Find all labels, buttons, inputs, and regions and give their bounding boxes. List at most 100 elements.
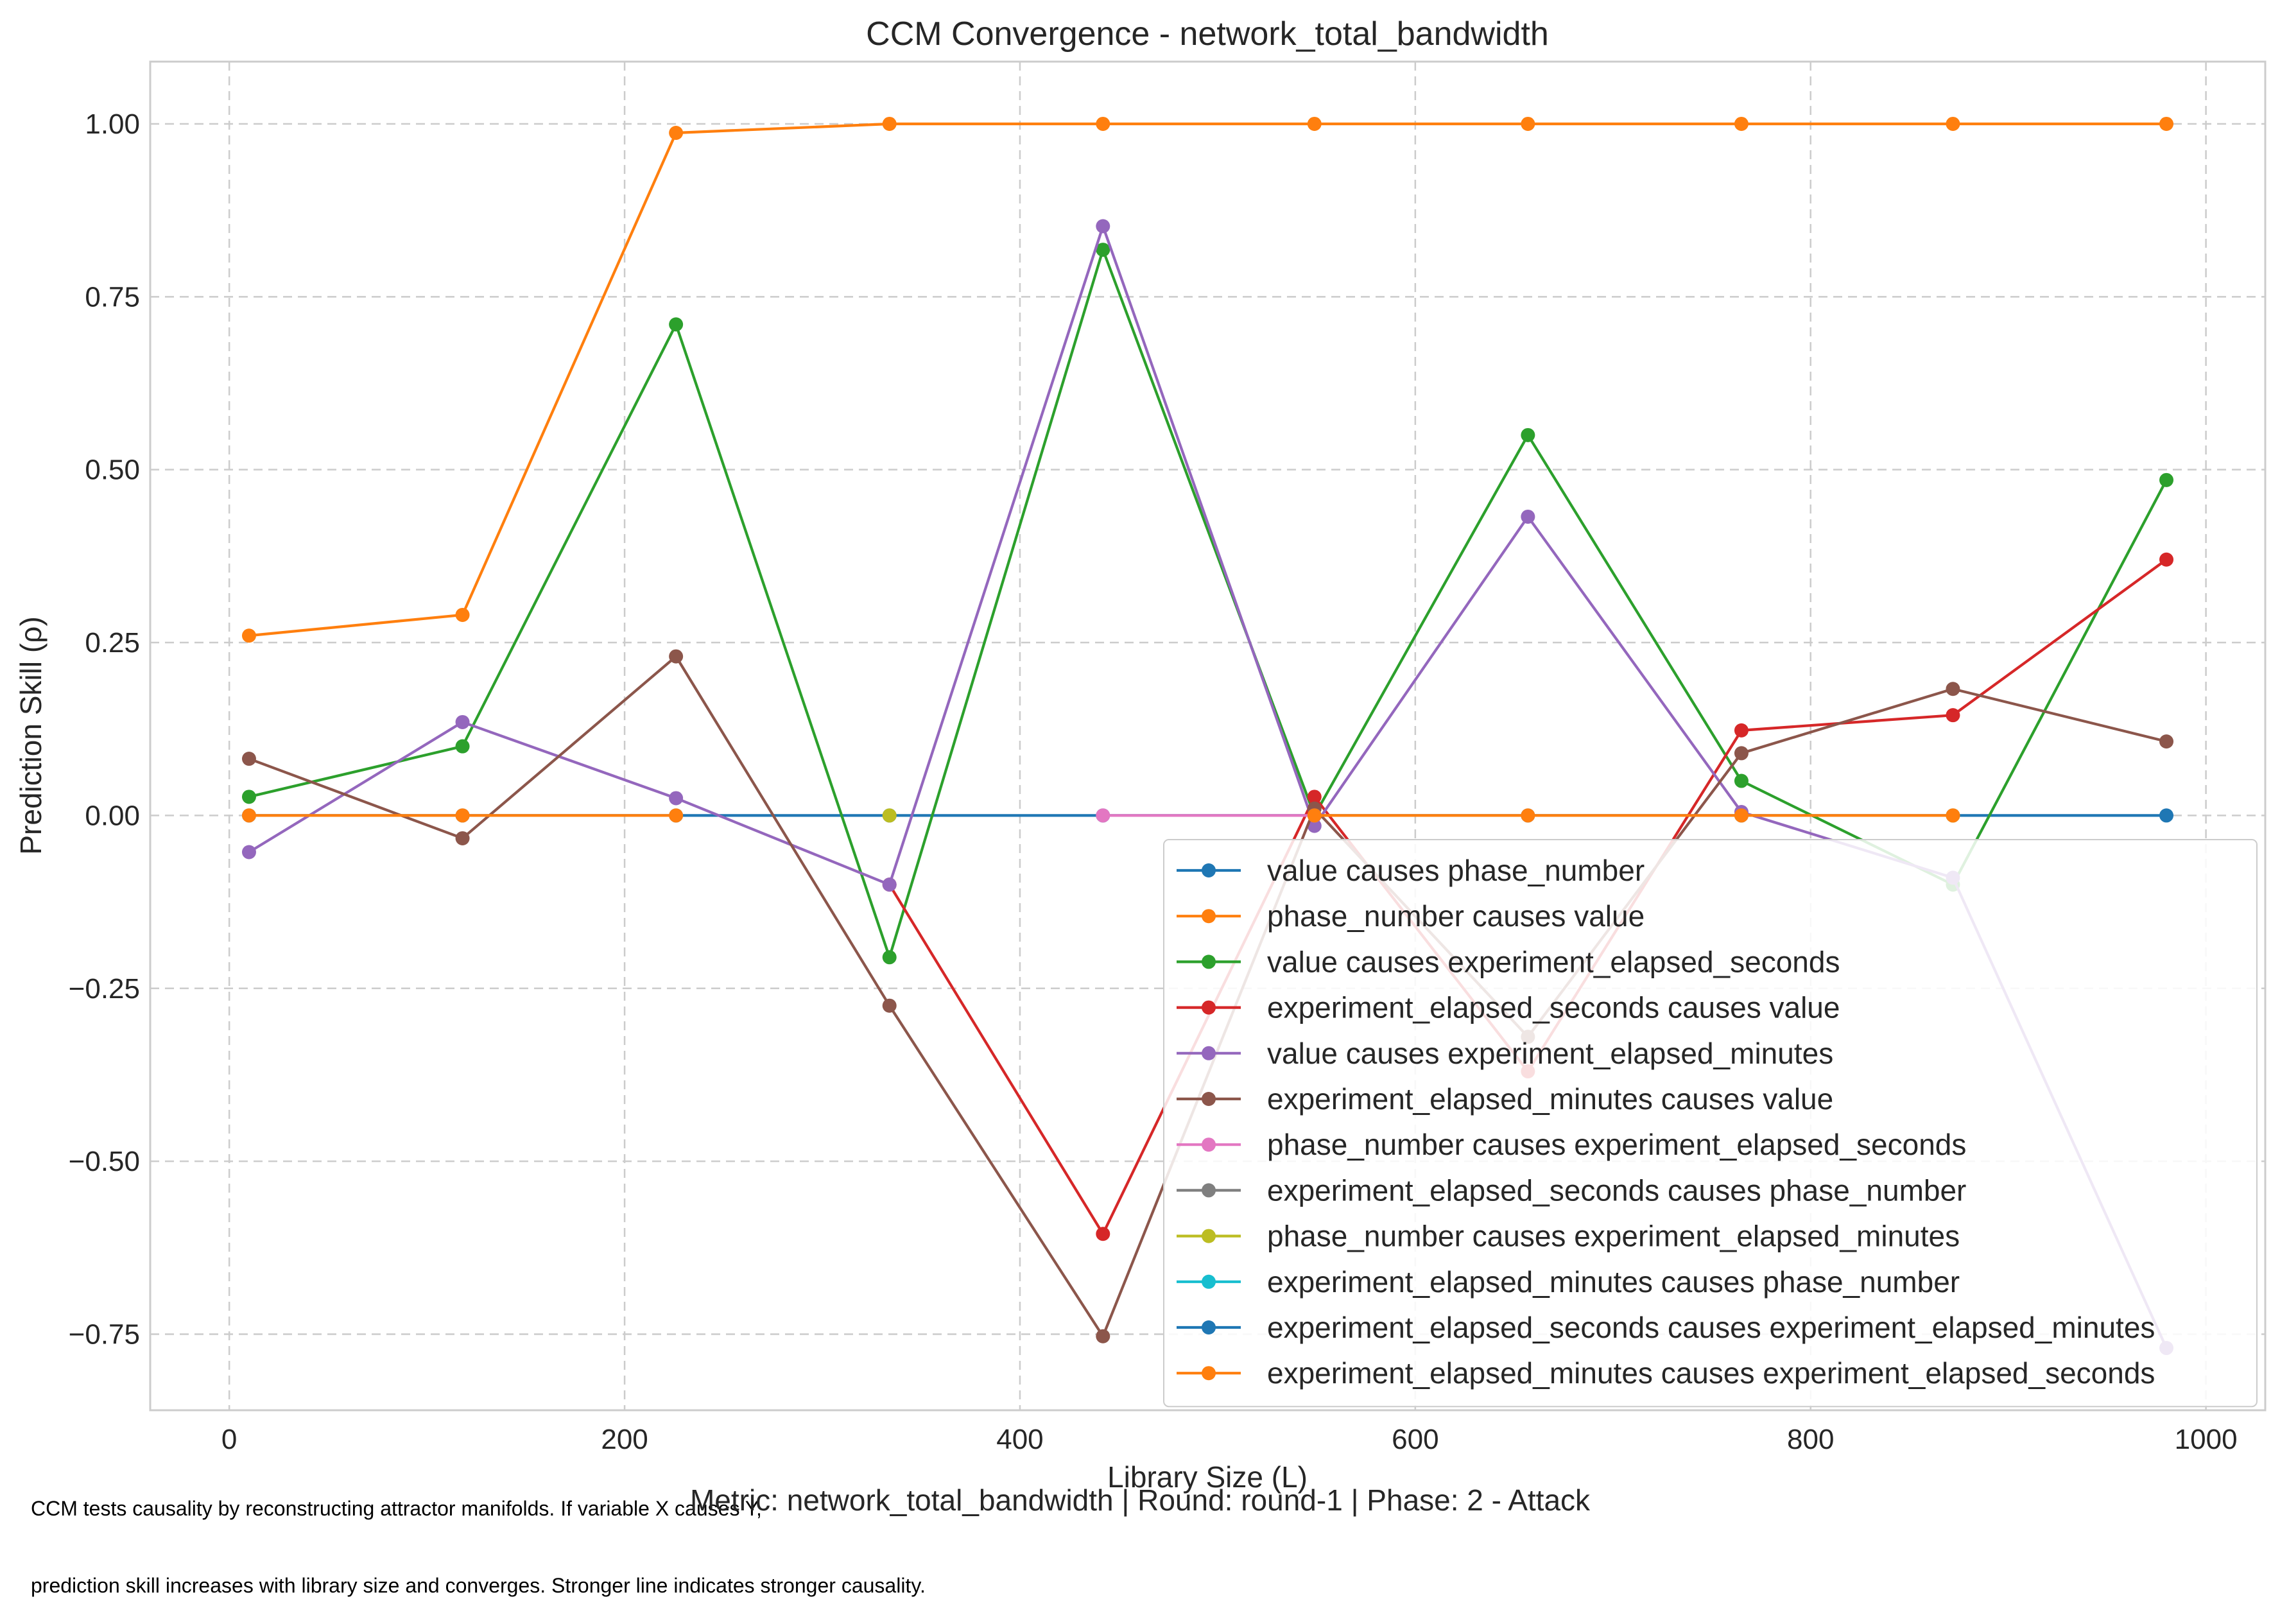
x-tick-label: 400 — [996, 1424, 1043, 1455]
footnote-line-1: CCM tests causality by reconstructing at… — [31, 1497, 762, 1520]
data-point — [1096, 808, 1110, 823]
y-tick-label: 0.50 — [85, 454, 140, 486]
y-tick-label: −0.25 — [69, 973, 140, 1005]
data-point — [882, 116, 897, 131]
legend-entry: experiment_elapsed_seconds causes experi… — [1177, 1311, 2155, 1344]
data-point — [241, 790, 256, 804]
legend-entry: experiment_elapsed_minutes causes phase_… — [1177, 1265, 1960, 1299]
legend-marker — [1202, 1274, 1216, 1289]
x-tick-label: 1000 — [2175, 1424, 2238, 1455]
series-12 — [241, 808, 1960, 823]
legend-label: experiment_elapsed_minutes causes experi… — [1267, 1356, 2155, 1390]
y-tick-label: 0.25 — [85, 627, 140, 659]
y-tick-label: 1.00 — [85, 108, 140, 140]
legend-entry: experiment_elapsed_minutes causes experi… — [1177, 1356, 2155, 1390]
data-point — [1946, 116, 1960, 131]
data-point — [669, 125, 684, 140]
data-point — [1946, 808, 1960, 823]
legend-marker — [1202, 1046, 1216, 1060]
series-line — [248, 248, 2168, 959]
data-point — [882, 998, 897, 1013]
tick-layer: 0 200 400 600 800 1000 −0.75 −0.50 −0.25 0.00 0.25… — [69, 108, 2238, 1455]
data-point — [455, 714, 470, 729]
data-point — [241, 808, 256, 823]
x-axis-label: Library Size (L) — [1107, 1460, 1308, 1494]
data-point — [669, 317, 684, 332]
data-point — [2159, 552, 2174, 567]
data-point — [1096, 219, 1110, 234]
legend-label: value causes experiment_elapsed_minutes — [1267, 1037, 1833, 1070]
legend-marker — [1202, 1366, 1216, 1381]
data-point — [1946, 708, 1960, 723]
data-point — [1307, 818, 1322, 833]
legend-marker — [1202, 955, 1216, 969]
data-point — [2159, 116, 2174, 131]
data-point — [669, 808, 684, 823]
legend-label: experiment_elapsed_seconds causes phase_… — [1267, 1173, 1966, 1207]
data-point — [1521, 428, 1535, 442]
series-2 — [241, 116, 2174, 643]
legend-entry: experiment_elapsed_minutes causes value — [1177, 1082, 1833, 1116]
data-point — [1734, 808, 1749, 823]
legend-label: value causes experiment_elapsed_seconds — [1267, 945, 1840, 978]
data-point — [455, 808, 470, 823]
legend-label: phase_number causes experiment_elapsed_s… — [1267, 1128, 1966, 1161]
legend-entry: value causes experiment_elapsed_seconds — [1177, 945, 1840, 978]
data-point — [882, 950, 897, 965]
legend-entry: phase_number causes value — [1177, 899, 1645, 933]
legend-label: phase_number causes experiment_elapsed_m… — [1267, 1220, 1960, 1253]
x-tick-label: 600 — [1392, 1424, 1438, 1455]
data-point — [1734, 746, 1749, 761]
legend-label: experiment_elapsed_seconds causes experi… — [1267, 1311, 2155, 1344]
data-point — [1307, 790, 1322, 804]
legend-label: experiment_elapsed_seconds causes value — [1267, 991, 1840, 1024]
data-point — [1521, 116, 1535, 131]
legend-label: value causes phase_number — [1267, 854, 1645, 887]
y-tick-label: −0.50 — [69, 1146, 140, 1177]
ccm-convergence-chart: 0 200 400 600 800 1000 −0.75 −0.50 −0.25 0.00 0.25… — [14, 15, 2267, 1494]
legend-label: experiment_elapsed_minutes causes value — [1267, 1082, 1833, 1116]
y-axis-label: Prediction Skill (ρ) — [14, 616, 48, 854]
data-point — [241, 628, 256, 643]
data-point — [1096, 243, 1110, 257]
series-line — [248, 122, 2167, 637]
plot-frame — [149, 60, 2267, 1412]
data-point — [669, 649, 684, 664]
data-point — [1521, 509, 1535, 524]
data-point — [2159, 808, 2174, 823]
footnote-line-2: prediction skill increases with library … — [31, 1574, 926, 1597]
legend-entry: experiment_elapsed_seconds causes phase_… — [1177, 1173, 1966, 1207]
y-tick-label: −0.75 — [69, 1318, 140, 1350]
legend-label: experiment_elapsed_minutes causes phase_… — [1267, 1265, 1960, 1299]
data-point — [882, 877, 897, 892]
legend-marker — [1202, 863, 1216, 877]
legend-entry: value causes phase_number — [1177, 854, 1645, 887]
legend-marker — [1202, 1229, 1216, 1243]
data-point — [1521, 808, 1535, 823]
data-point — [2159, 734, 2174, 749]
legend-label: phase_number causes value — [1267, 899, 1645, 933]
legend-marker — [1202, 1000, 1216, 1015]
data-point — [241, 752, 256, 766]
legend-marker — [1202, 1183, 1216, 1198]
data-point — [1096, 116, 1110, 131]
legend-marker — [1202, 909, 1216, 924]
data-point — [882, 808, 897, 823]
legend-entry: phase_number causes experiment_elapsed_s… — [1177, 1128, 1966, 1161]
data-point — [455, 831, 470, 845]
data-point — [2159, 472, 2174, 487]
legend-entry: experiment_elapsed_seconds causes value — [1177, 991, 1840, 1024]
y-tick-label: 0.00 — [85, 800, 140, 831]
y-tick-label: 0.75 — [85, 281, 140, 313]
series-7 — [1096, 808, 1322, 823]
footnote: CCM tests causality by reconstructing at… — [31, 1444, 926, 1624]
data-point — [1307, 116, 1322, 131]
data-point — [1096, 1227, 1110, 1241]
data-point — [455, 739, 470, 754]
legend-box — [1163, 839, 2258, 1408]
data-point — [1307, 808, 1322, 823]
x-tick-label: 200 — [601, 1424, 648, 1455]
legend-marker — [1202, 1092, 1216, 1106]
x-tick-label: 0 — [221, 1424, 237, 1455]
x-tick-label: 800 — [1787, 1424, 1834, 1455]
